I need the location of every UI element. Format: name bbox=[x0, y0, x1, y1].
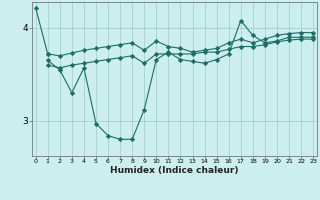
X-axis label: Humidex (Indice chaleur): Humidex (Indice chaleur) bbox=[110, 166, 239, 175]
